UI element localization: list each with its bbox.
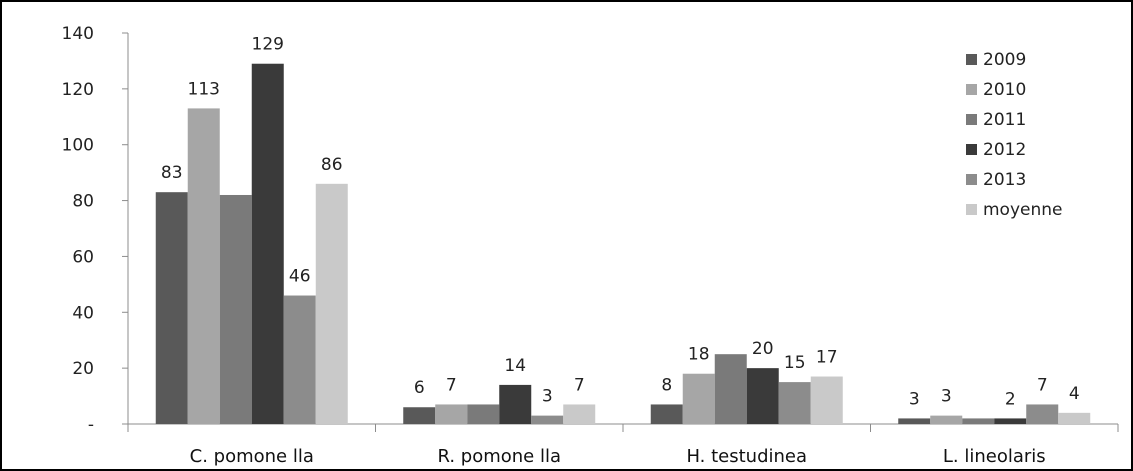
data-label: 46: [289, 267, 311, 287]
bar: [435, 404, 468, 424]
legend-swatch: [966, 84, 977, 95]
y-tick-label: 20: [72, 359, 94, 379]
legend-label: 2011: [983, 110, 1026, 130]
legend-label: 2009: [983, 50, 1026, 70]
x-category-label: H. testudinea: [686, 446, 807, 467]
bar: [219, 194, 252, 424]
data-label: 3: [542, 387, 553, 407]
data-label: 3: [909, 389, 920, 409]
bar: [531, 415, 564, 424]
y-tick-label: 40: [72, 303, 94, 323]
data-label: 4: [1069, 384, 1080, 404]
bar: [898, 418, 931, 424]
bar: [315, 183, 348, 424]
legend-swatch: [966, 174, 977, 185]
bar: [467, 404, 500, 424]
bar: [994, 418, 1027, 424]
data-label: 7: [574, 375, 585, 395]
data-label: 15: [784, 353, 806, 373]
data-label: 20: [752, 339, 774, 359]
bar: [962, 418, 995, 424]
bar: [714, 354, 747, 424]
y-tick-label: 80: [72, 192, 94, 212]
legend-label: 2013: [983, 170, 1026, 190]
y-tick-label: 120: [62, 80, 94, 100]
bar: [650, 404, 683, 424]
data-label: 83: [161, 163, 183, 183]
bar: [746, 368, 779, 424]
bar: [563, 404, 596, 424]
data-label: 7: [446, 375, 457, 395]
bar: [778, 382, 811, 424]
data-label: 3: [941, 387, 952, 407]
data-label: 18: [688, 345, 710, 365]
legend-label: 2012: [983, 140, 1026, 160]
legend-swatch: [966, 54, 977, 65]
bar: [499, 384, 532, 424]
bar: [1026, 404, 1059, 424]
data-label: 6: [414, 378, 425, 398]
bar: [810, 376, 843, 424]
bar: [682, 373, 715, 424]
y-tick-label: 60: [72, 247, 94, 267]
bar: [251, 63, 284, 424]
data-label: 7: [1037, 375, 1048, 395]
legend-swatch: [966, 144, 977, 155]
bar: [155, 192, 188, 424]
y-tick-label: -: [88, 415, 94, 435]
data-label: 129: [252, 35, 284, 55]
data-label: 86: [321, 155, 343, 175]
y-tick-label: 140: [62, 24, 94, 44]
x-category-label: R. pomone lla: [437, 446, 561, 467]
data-label: 14: [504, 356, 526, 376]
data-label: 8: [661, 375, 672, 395]
legend-swatch: [966, 114, 977, 125]
y-tick-label: 100: [62, 136, 94, 156]
legend-label: 2010: [983, 80, 1026, 100]
legend-label: moyenne: [983, 200, 1063, 220]
bar: [403, 407, 436, 424]
bar: [283, 295, 316, 424]
bar: [187, 108, 220, 425]
data-label: 113: [188, 79, 220, 99]
legend-swatch: [966, 204, 977, 215]
x-category-label: L. lineolaris: [943, 446, 1046, 467]
x-category-label: C. pomone lla: [190, 446, 314, 467]
data-label: 2: [1005, 389, 1016, 409]
data-label: 17: [816, 348, 838, 368]
bar: [930, 415, 963, 424]
bar: [1058, 412, 1091, 424]
